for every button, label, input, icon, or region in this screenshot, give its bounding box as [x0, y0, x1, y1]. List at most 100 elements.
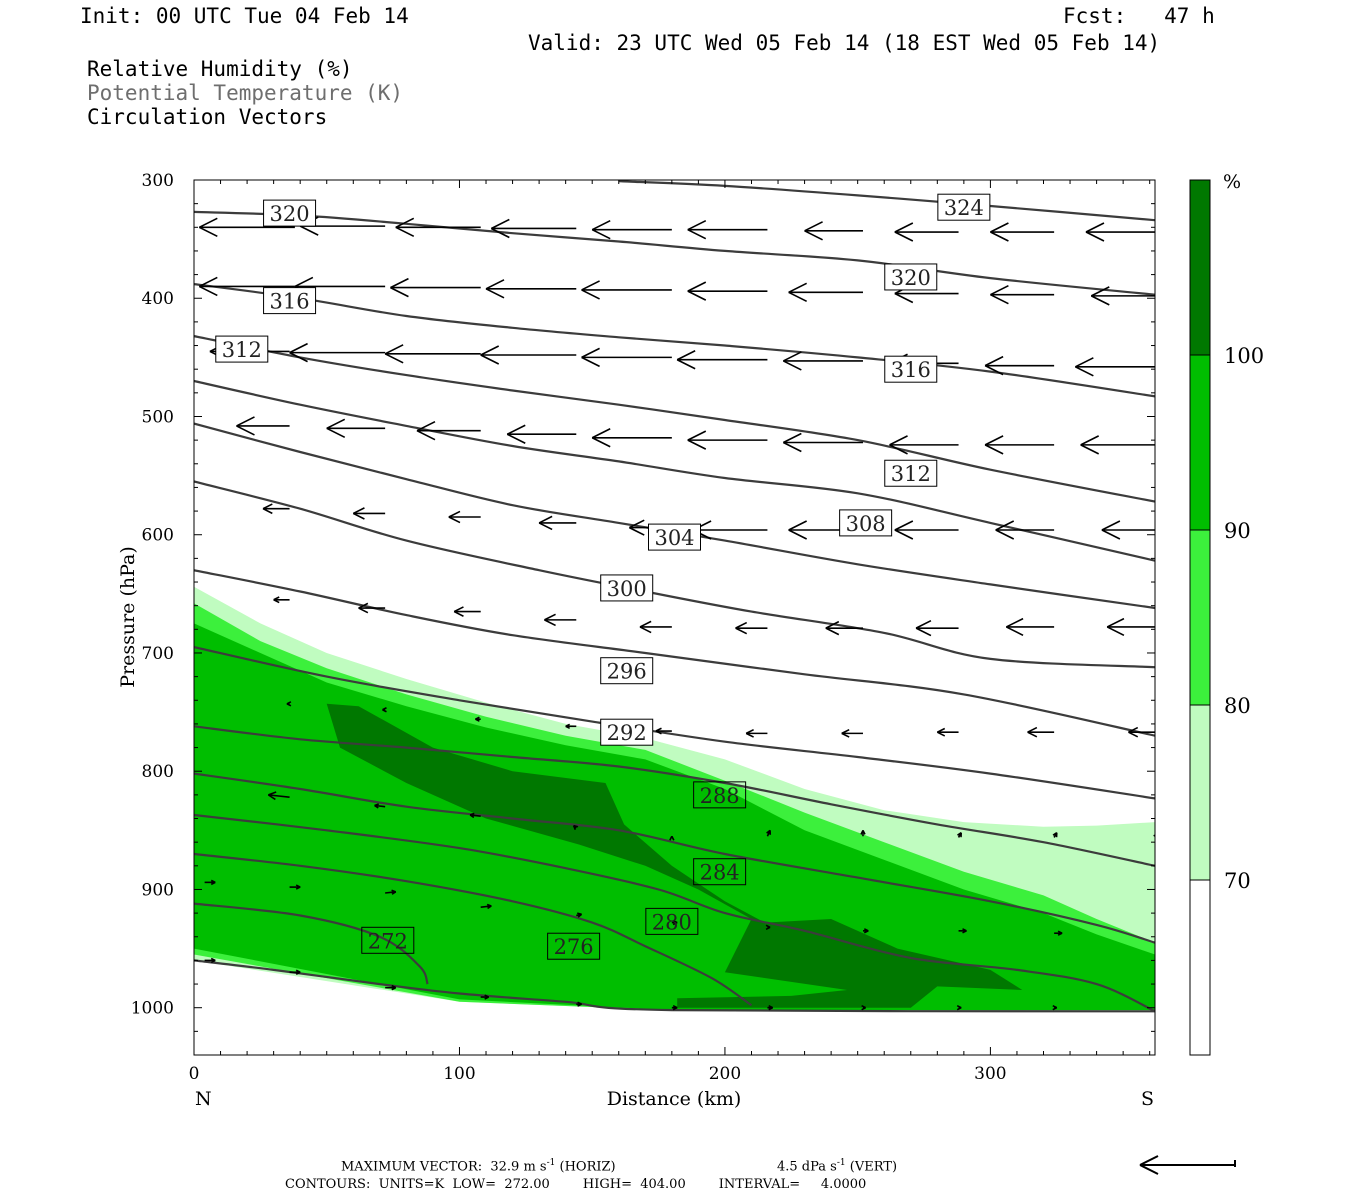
circulation-vector	[565, 723, 577, 729]
rh-fill-100-3	[326, 703, 1023, 1008]
contours-info: CONTOURS: UNITS=K LOW= 272.00 HIGH= 404.…	[285, 1177, 867, 1192]
circulation-vector	[745, 728, 768, 738]
contour-label: 288	[693, 781, 747, 809]
x-tick-label: 100	[443, 1064, 475, 1084]
circulation-vector	[1085, 222, 1155, 242]
circulation-vector	[416, 420, 481, 441]
circulation-vector	[289, 969, 301, 975]
reference-vector	[1139, 1155, 1236, 1175]
circulation-vector	[788, 282, 863, 303]
circulation-vector	[544, 613, 577, 627]
colorbar-label: 80	[1224, 694, 1251, 718]
circulation-vector	[655, 727, 672, 735]
contour-label: 324	[937, 193, 991, 221]
circulation-vector	[572, 824, 579, 831]
contour-label: 312	[215, 335, 269, 363]
circulation-vector	[352, 507, 386, 520]
circulation-vector	[687, 430, 768, 450]
circulation-vector	[591, 219, 672, 240]
contour-label-text: 320	[891, 266, 931, 290]
theta-contour-284-4	[194, 772, 1155, 944]
circulation-vector	[395, 217, 481, 238]
circulation-vector	[198, 276, 295, 297]
contour-label-text: 296	[607, 660, 647, 684]
rh-fill-90-2	[194, 623, 1155, 1011]
circulation-vector	[1101, 520, 1155, 540]
circulation-vector	[995, 520, 1055, 540]
circulation-vector	[382, 707, 387, 713]
colorbar-unit: %	[1223, 171, 1241, 193]
circulation-vector	[490, 218, 577, 239]
x-axis: 0 100 200 300	[189, 180, 1151, 1084]
theta-contour-320-13	[194, 210, 1155, 296]
contour-label-text: 316	[270, 290, 310, 314]
circulation-vector	[990, 222, 1055, 242]
circulation-vector	[936, 727, 959, 737]
max-vector-text: MAXIMUM VECTOR: 32.9 m s-1 (HORIZ)	[341, 1158, 616, 1175]
circulation-vector	[289, 342, 386, 363]
circulation-vector	[692, 520, 768, 540]
contour-label-text: 276	[554, 935, 594, 959]
circulation-vector	[1052, 1004, 1058, 1011]
theta-contour-288-5	[194, 725, 1155, 867]
circulation-vector	[204, 879, 216, 886]
circulation-vector	[591, 428, 672, 448]
circulation-vectors	[198, 216, 1155, 1011]
contour-label: 320	[884, 263, 938, 291]
circulation-vector	[1054, 930, 1063, 936]
circulation-vector	[485, 279, 577, 299]
colorbar-swatch	[1190, 880, 1210, 1055]
legend-title-vectors: Circulation Vectors	[87, 105, 328, 129]
circulation-vector	[669, 835, 675, 841]
y-tick-label: 700	[142, 644, 174, 664]
circulation-vector	[687, 281, 768, 301]
colorbar-swatch	[1190, 355, 1210, 530]
contour-label: 292	[600, 718, 654, 746]
contour-label-text: 316	[891, 358, 931, 382]
circulation-vector	[581, 280, 672, 300]
circulation-vector	[198, 217, 295, 238]
circulation-vector	[358, 602, 386, 614]
y-tick-label: 500	[142, 407, 174, 427]
theta-contour-292-6	[194, 646, 1155, 800]
circulation-vector	[267, 791, 290, 801]
x-end-label-north: N	[195, 1088, 212, 1110]
theta-contour-296-7	[194, 569, 1155, 737]
contour-label: 320	[263, 199, 317, 227]
circulation-vector	[236, 416, 290, 436]
circulation-vector	[984, 355, 1055, 376]
circulation-vector	[384, 344, 481, 364]
circulation-vector	[861, 1004, 866, 1011]
x-tick-label: 200	[709, 1064, 741, 1084]
plot-frame	[193, 179, 1156, 1056]
init-time: Init: 00 UTC Tue 04 Feb 14	[80, 4, 409, 28]
circulation-vector	[480, 903, 492, 910]
circulation-vector	[894, 520, 959, 540]
circulation-vector	[782, 351, 863, 371]
forecast-hour: Fcst: 47 h	[1063, 4, 1215, 28]
circulation-vector	[480, 345, 577, 365]
circulation-vector	[1027, 726, 1055, 738]
contour-label-text: 308	[846, 512, 886, 536]
circulation-vector	[262, 503, 290, 515]
contour-label-text: 312	[222, 338, 262, 362]
legend-title-rh: Relative Humidity (%)	[87, 57, 353, 81]
y-tick-label: 300	[142, 171, 174, 191]
circulation-vector	[385, 889, 397, 895]
colorbar-label: 100	[1224, 344, 1264, 368]
x-axis-label: Distance (km)	[607, 1088, 742, 1110]
circulation-vector	[538, 515, 577, 531]
contour-label: 304	[648, 523, 701, 551]
colorbar-swatch	[1190, 180, 1210, 355]
contour-label: 280	[645, 907, 699, 935]
theta-contour-272-1	[194, 902, 429, 985]
circulation-vector	[639, 620, 672, 634]
circulation-vector	[984, 435, 1055, 455]
circulation-vector	[676, 350, 768, 370]
theta-contour-304-9	[194, 422, 1155, 610]
colorbar-label: 70	[1224, 869, 1251, 893]
circulation-vector	[765, 924, 771, 931]
circulation-vector	[862, 928, 869, 934]
circulation-vector	[385, 984, 397, 991]
colorbar: 70 80 90 100	[1189, 179, 1264, 1056]
